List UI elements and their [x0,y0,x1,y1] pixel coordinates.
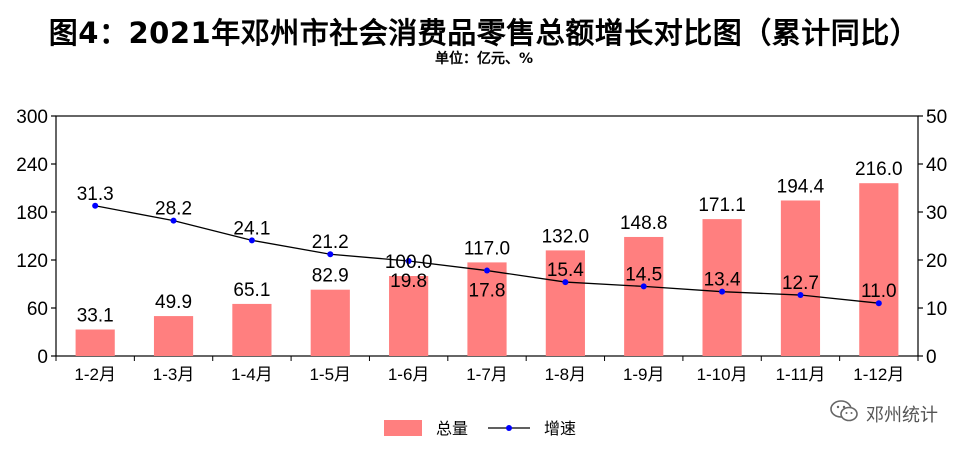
x-category-label: 1-12月 [853,365,904,384]
line-point [562,279,569,286]
line-value-label: 21.2 [312,232,349,253]
line-value-label: 17.8 [469,281,506,302]
bar [389,276,429,356]
line-point [640,283,647,290]
legend-line-label: 增速 [544,420,576,438]
line-point [797,292,804,299]
line-value-label: 31.3 [77,184,114,205]
bar-value-label: 194.4 [777,176,825,197]
line-point [327,251,334,258]
legend-bar-label: 总量 [436,420,468,438]
bar [75,329,115,356]
bar-value-label: 65.1 [233,280,270,301]
legend-bar-swatch [384,420,422,436]
bar-value-label: 33.1 [77,306,114,327]
y-left-tick-label: 180 [16,203,48,224]
line-value-label: 11.0 [861,281,897,302]
x-category-label: 1-9月 [623,365,665,384]
y-left-tick-label: 120 [16,251,48,272]
y-left-tick-label: 60 [27,299,48,320]
x-category-label: 1-8月 [545,365,587,384]
x-category-label: 1-6月 [388,365,430,384]
x-category-label: 1-4月 [231,365,273,384]
bar-value-label: 132.0 [542,226,590,247]
bar-value-label: 82.9 [312,266,349,287]
bar-value-label: 100.0 [385,252,433,273]
bar [310,289,350,356]
line-value-label: 28.2 [155,199,192,220]
line-point [248,237,255,244]
legend-line-marker [506,425,512,431]
bar-value-label: 49.9 [155,292,192,313]
x-category-label: 1-5月 [309,365,351,384]
chart-title: 图4：2021年邓州市社会消费品零售总额增长对比图（累计同比） [48,16,920,50]
wechat-icon [830,399,860,428]
line-point [405,257,412,264]
bar [545,250,585,356]
line-value-label: 19.8 [390,271,427,292]
bar [859,183,899,356]
line-value-label: 12.7 [782,273,819,294]
line-point [484,267,490,274]
x-category-label: 1-10月 [697,365,748,384]
bar [702,219,742,356]
y-right-tick-label: 10 [926,299,947,320]
y-right-tick-label: 0 [926,347,937,368]
bar [780,200,821,356]
bar [467,262,507,356]
bar-value-label: 171.1 [698,195,746,216]
bar-value-label: 216.0 [855,159,903,180]
line-value-label: 24.1 [233,218,270,239]
bar [153,316,194,356]
line-point [92,202,99,209]
x-category-label: 1-3月 [153,365,195,384]
y-left-tick-label: 0 [37,347,48,368]
y-right-tick-label: 20 [926,251,947,272]
y-right-tick-label: 40 [926,155,947,176]
watermark: 邓州统计 [830,399,938,428]
y-left-tick-label: 240 [16,155,48,176]
line-value-label: 15.4 [547,260,584,281]
bar [624,236,664,356]
line-value-label: 14.5 [625,264,662,285]
bar [232,303,272,356]
line-value-label: 13.4 [704,270,741,291]
y-right-tick-label: 50 [926,107,947,128]
y-right-tick-label: 30 [926,203,947,224]
y-left-tick-label: 300 [16,107,48,128]
watermark-text: 邓州统计 [866,404,938,426]
x-category-label: 1-2月 [74,365,116,384]
line-point [719,288,726,295]
line-point [170,217,177,224]
bar-value-label: 148.8 [620,213,668,234]
x-category-label: 1-7月 [466,365,508,384]
line-point [875,300,882,307]
bar-value-label: 117.0 [464,238,510,259]
unit-label: 单位：亿元、% [434,51,534,67]
x-category-label: 1-11月 [776,365,826,384]
